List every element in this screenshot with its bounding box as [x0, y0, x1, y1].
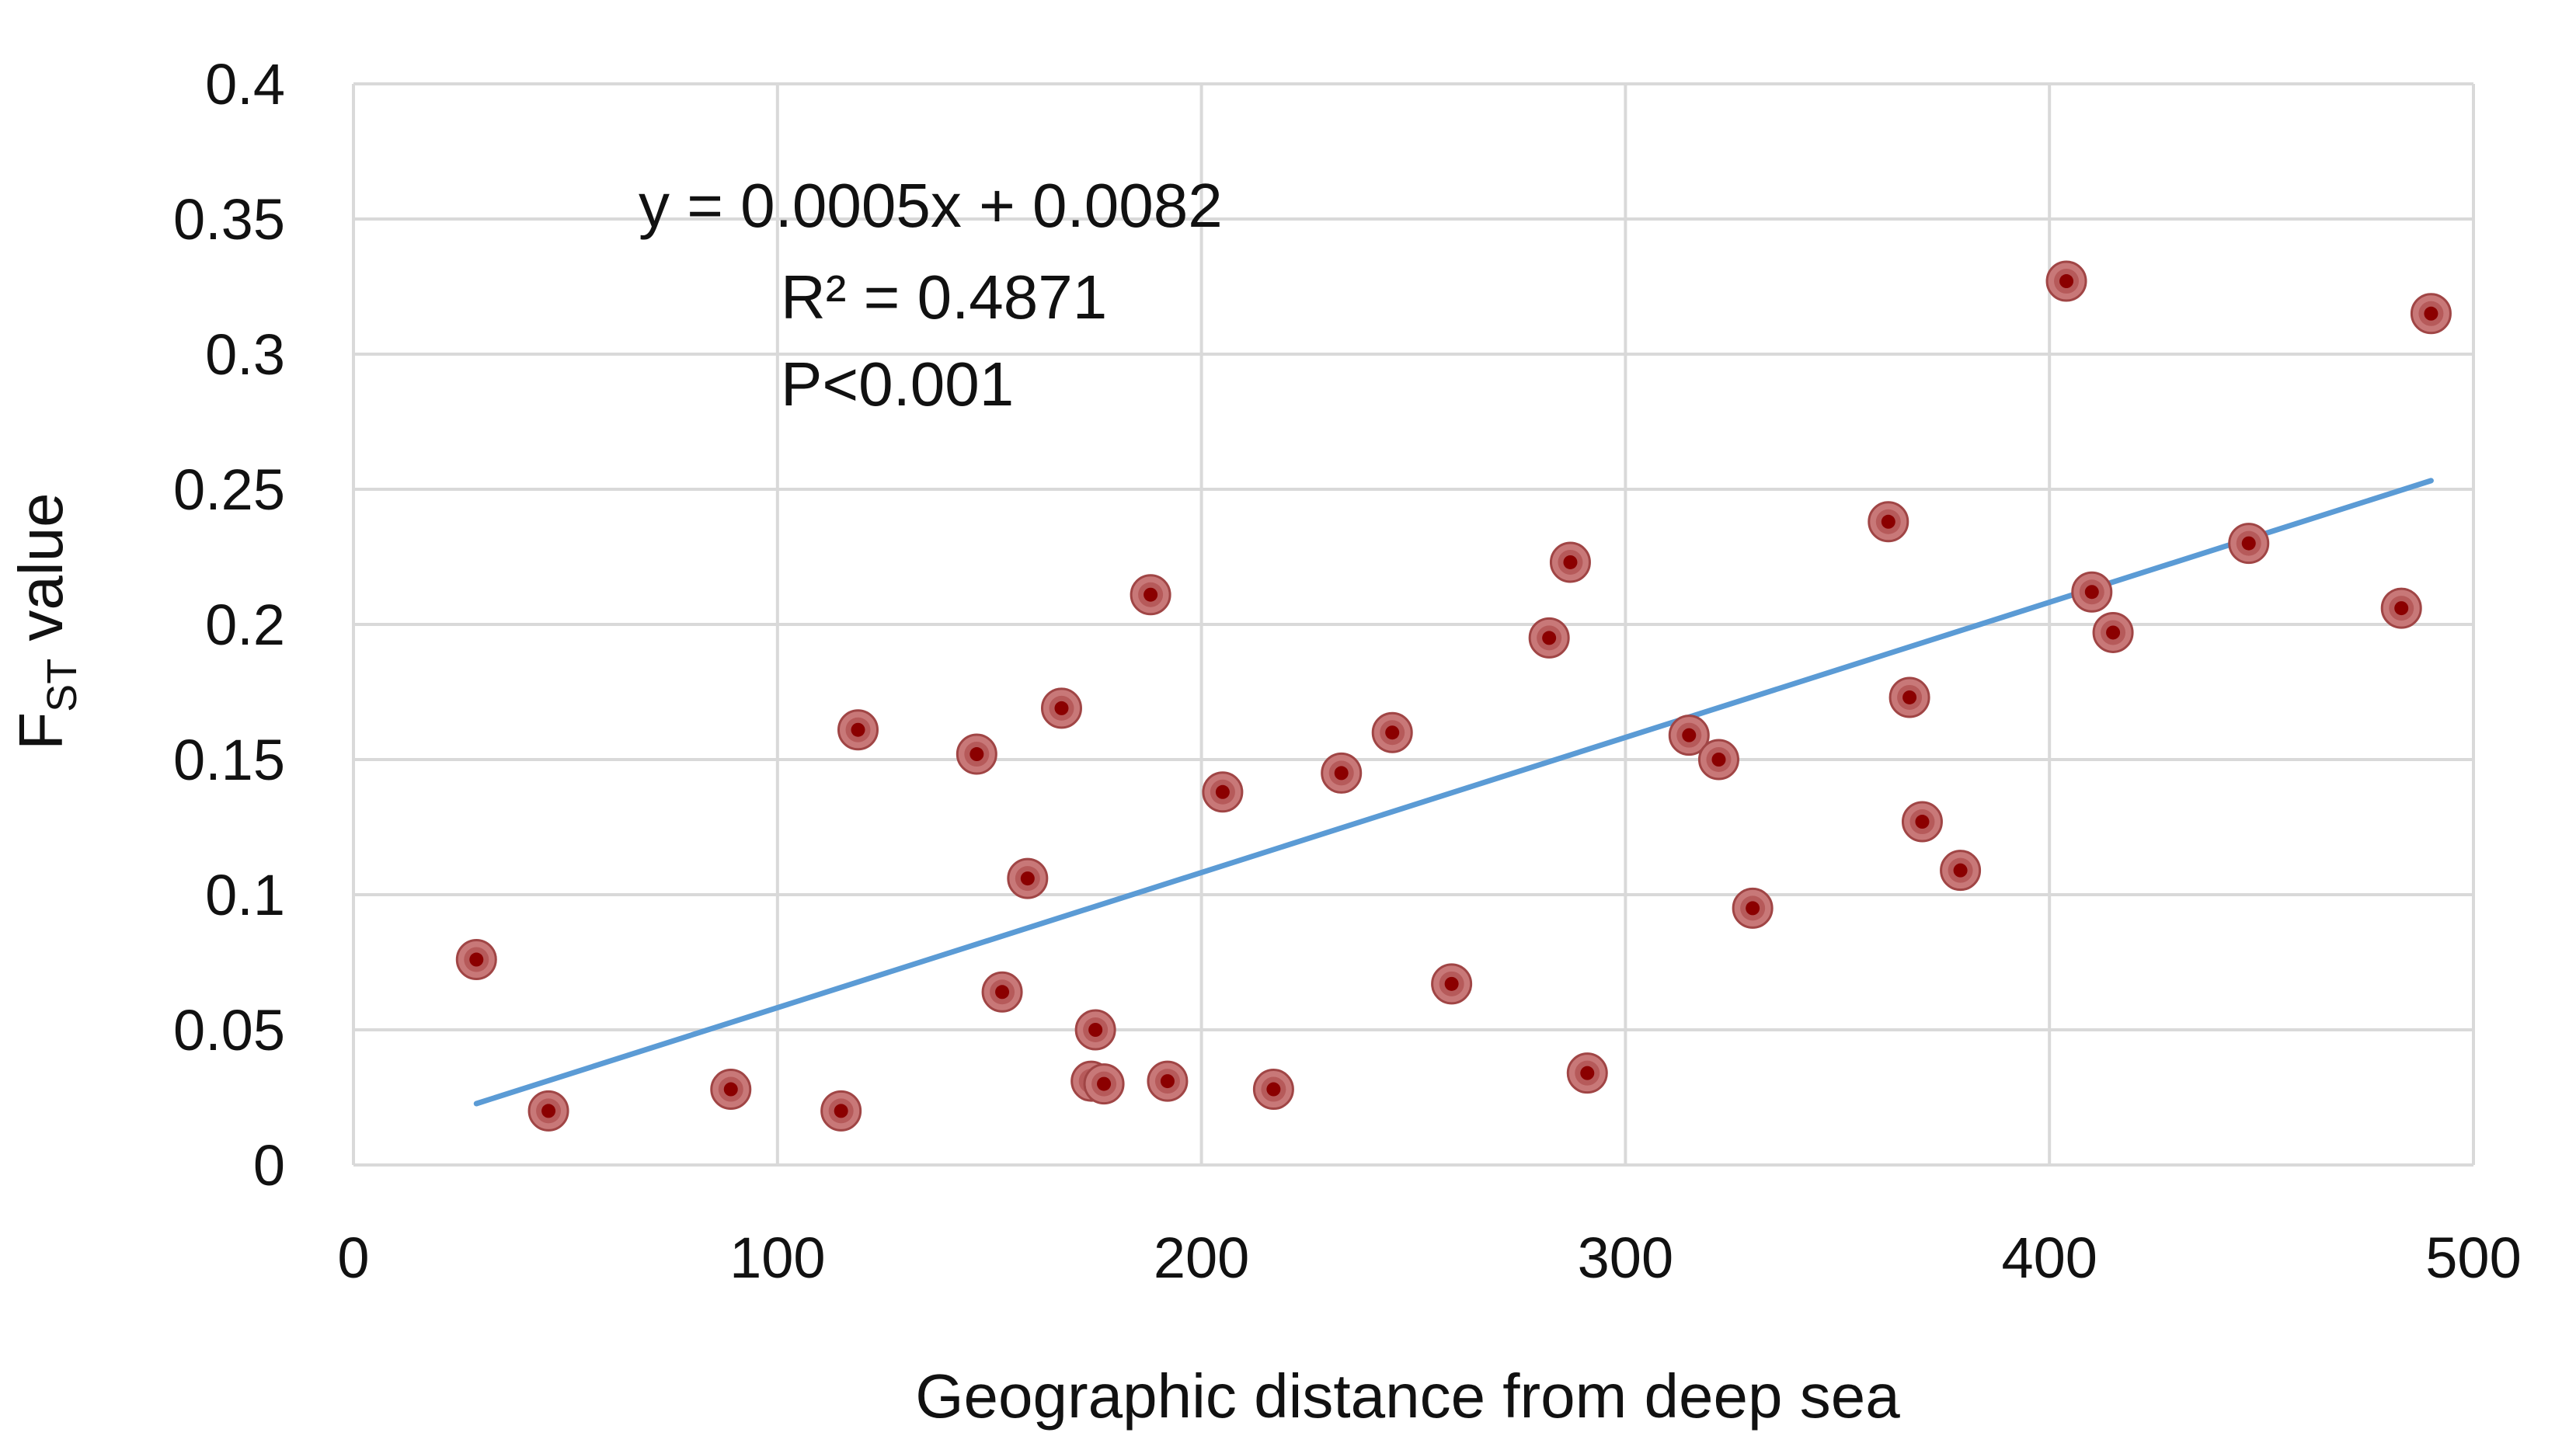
data-point [710, 1069, 752, 1111]
data-point-core [1020, 871, 1035, 886]
data-point [1202, 771, 1244, 813]
data-point-core [1266, 1082, 1281, 1097]
x-tick-label: 300 [1578, 1226, 1673, 1290]
data-point [1528, 617, 1570, 659]
x-tick-label: 400 [2001, 1226, 2097, 1290]
data-point-core [1953, 863, 1968, 878]
data-point [2092, 611, 2134, 653]
y-tick-label: 0.2 [205, 593, 285, 657]
data-point-core [1144, 587, 1158, 602]
data-point [455, 939, 497, 981]
data-point-core [2059, 274, 2074, 289]
data-point [2380, 587, 2422, 629]
data-point [981, 971, 1023, 1013]
data-point-core [1580, 1066, 1595, 1080]
data-point-core [1097, 1076, 1112, 1091]
data-point-core [1881, 514, 1895, 529]
data-point-core [834, 1104, 848, 1118]
trendline-group [473, 478, 2434, 1107]
data-point [1083, 1063, 1125, 1105]
data-point-core [469, 952, 484, 967]
data-point [1371, 711, 1413, 753]
y-axis-title-suffix: value [6, 492, 75, 658]
data-point-core [1563, 555, 1578, 569]
data-point [1668, 715, 1710, 756]
data-point [1901, 801, 1943, 843]
data-point [1130, 574, 1171, 616]
x-tick-label: 500 [2425, 1226, 2521, 1290]
data-point-core [2394, 601, 2409, 616]
data-point-core [1542, 631, 1557, 645]
p-value-label: P<0.001 [781, 349, 1014, 419]
data-point-core [1902, 690, 1917, 704]
data-point [1697, 739, 1739, 781]
data-point-core [1385, 725, 1400, 740]
data-point-core [1746, 901, 1760, 916]
data-point-core [2241, 536, 2256, 551]
data-point [820, 1090, 862, 1132]
data-point-core [1160, 1074, 1175, 1089]
y-axis-title-subscript: ST [39, 659, 85, 712]
data-point [1888, 676, 1930, 718]
y-axis-title-main: F [6, 712, 75, 750]
data-point [956, 733, 997, 775]
data-point [1147, 1060, 1189, 1102]
data-point [2045, 260, 2087, 302]
data-points [455, 260, 2452, 1132]
data-point-core [1915, 815, 1930, 829]
data-point [2228, 523, 2270, 565]
data-point [1868, 501, 1909, 543]
data-point [837, 709, 879, 751]
data-point [1566, 1052, 1608, 1094]
y-tick-label: 0 [253, 1133, 285, 1198]
equation-label: y = 0.0005x + 0.0082 [639, 171, 1223, 240]
y-axis-title: FST value [6, 492, 85, 749]
tick-labels: 0 0.05 0.1 0.15 0.2 0.25 0.3 0.35 0.4 0 100 200 300 4… [173, 52, 2522, 1290]
y-tick-label: 0.4 [205, 52, 285, 116]
data-point [1732, 887, 1774, 929]
data-point [2071, 571, 2113, 613]
x-tick-label: 200 [1154, 1226, 1249, 1290]
data-point-core [995, 985, 1010, 1000]
data-point-core [1444, 976, 1459, 991]
data-point [1074, 1009, 1116, 1051]
data-point [2410, 293, 2452, 335]
data-point-core [969, 747, 984, 762]
data-point-core [1088, 1023, 1103, 1037]
data-point [1252, 1069, 1294, 1111]
data-point-core [1334, 766, 1349, 781]
data-point-core [1215, 784, 1230, 799]
y-tick-label: 0.05 [173, 998, 285, 1062]
x-tick-label: 0 [337, 1226, 369, 1290]
data-point-core [2106, 625, 2121, 640]
data-point [1940, 850, 1982, 892]
data-point-core [1711, 753, 1726, 767]
data-point-core [1054, 701, 1069, 715]
x-axis-title: Geographic distance from deep sea [915, 1361, 1900, 1431]
y-tick-label: 0.15 [173, 728, 285, 792]
data-point [1549, 541, 1591, 583]
data-point [1040, 687, 1082, 729]
y-tick-label: 0.35 [173, 187, 285, 252]
gridlines [352, 82, 2475, 1167]
data-point [1321, 752, 1363, 794]
r-squared-label: R² = 0.4871 [781, 263, 1107, 332]
data-point-core [2084, 585, 2099, 600]
data-point [1007, 857, 1049, 899]
data-point [1431, 963, 1473, 1005]
y-tick-label: 0.3 [205, 322, 285, 387]
trendline [473, 478, 2434, 1107]
data-point-core [541, 1104, 556, 1118]
data-point-core [851, 722, 865, 737]
x-tick-label: 100 [729, 1226, 825, 1290]
data-point-core [1682, 728, 1697, 742]
data-point-core [2424, 306, 2438, 321]
data-point [527, 1090, 569, 1132]
data-point-core [723, 1082, 738, 1097]
y-tick-label: 0.25 [173, 457, 285, 522]
y-tick-label: 0.1 [205, 863, 285, 927]
